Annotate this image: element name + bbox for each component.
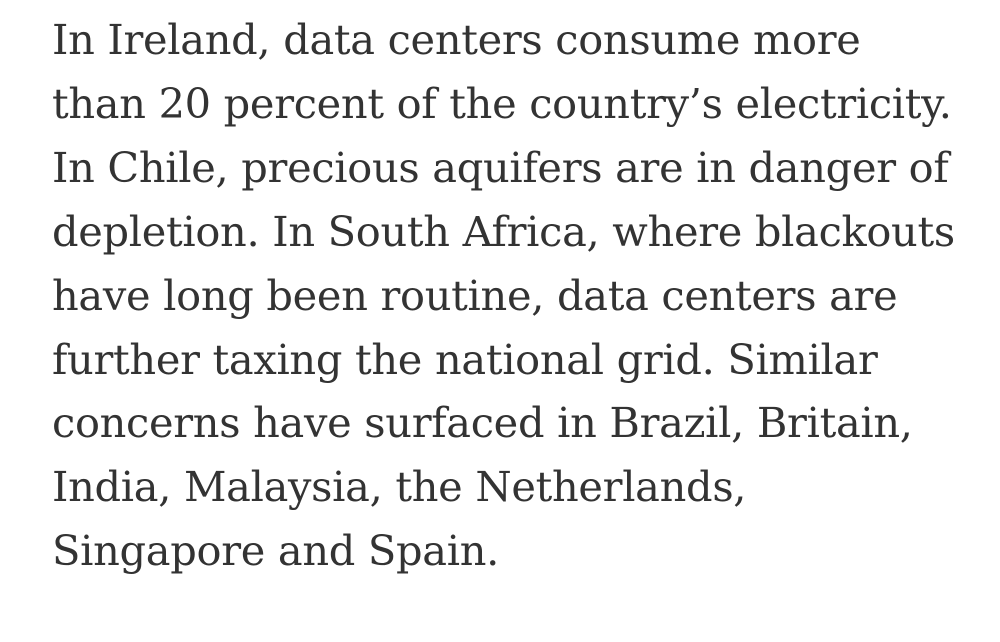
- paragraph-line: concerns have surfaced in Brazil, Britai…: [52, 398, 913, 448]
- paragraph-line: have long been routine, data centers are: [52, 270, 898, 320]
- article-paragraph: In Ireland, data centers consume more th…: [52, 8, 992, 583]
- paragraph-line: Singapore and Spain.: [52, 526, 500, 576]
- paragraph-line: India, Malaysia, the Netherlands,: [52, 462, 747, 512]
- paragraph-line: In Chile, precious aquifers are in dange…: [52, 142, 949, 192]
- paragraph-line: further taxing the national grid. Simila…: [52, 334, 878, 384]
- paragraph-line: depletion. In South Africa, where blacko…: [52, 206, 955, 256]
- paragraph-line: than 20 percent of the country’s electri…: [52, 78, 952, 128]
- paragraph-line: In Ireland, data centers consume more: [52, 15, 861, 64]
